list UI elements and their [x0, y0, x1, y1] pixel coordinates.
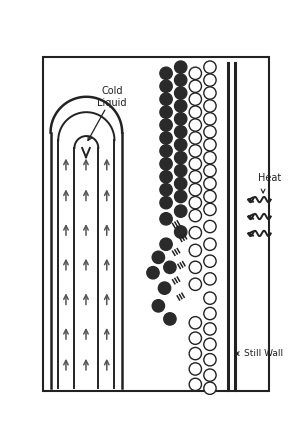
Circle shape	[189, 106, 201, 118]
Circle shape	[152, 251, 165, 263]
Circle shape	[174, 226, 187, 238]
Circle shape	[204, 100, 216, 112]
Circle shape	[189, 183, 201, 196]
Circle shape	[174, 100, 187, 112]
Circle shape	[204, 238, 216, 250]
Circle shape	[189, 67, 201, 79]
Circle shape	[174, 113, 187, 125]
Circle shape	[204, 139, 216, 151]
Circle shape	[204, 74, 216, 86]
Circle shape	[204, 61, 216, 73]
Circle shape	[160, 132, 172, 144]
Circle shape	[159, 282, 171, 294]
Circle shape	[160, 106, 172, 118]
Circle shape	[164, 261, 176, 274]
Circle shape	[204, 113, 216, 125]
Circle shape	[204, 87, 216, 99]
Circle shape	[174, 126, 187, 138]
Circle shape	[160, 213, 172, 225]
Circle shape	[204, 273, 216, 285]
Circle shape	[174, 190, 187, 202]
Circle shape	[189, 226, 201, 239]
Circle shape	[204, 255, 216, 267]
Circle shape	[189, 278, 201, 290]
Circle shape	[189, 363, 201, 375]
Circle shape	[189, 93, 201, 105]
Circle shape	[204, 190, 216, 202]
Circle shape	[204, 203, 216, 216]
Circle shape	[174, 151, 187, 164]
Circle shape	[189, 332, 201, 345]
Circle shape	[160, 67, 172, 79]
Circle shape	[189, 197, 201, 209]
Circle shape	[189, 158, 201, 170]
Circle shape	[160, 93, 172, 105]
Circle shape	[189, 170, 201, 183]
Circle shape	[204, 151, 216, 164]
Circle shape	[189, 210, 201, 222]
Circle shape	[164, 313, 176, 325]
Circle shape	[160, 197, 172, 209]
Circle shape	[204, 292, 216, 304]
Circle shape	[174, 61, 187, 73]
Circle shape	[147, 266, 159, 279]
Circle shape	[189, 244, 201, 257]
Circle shape	[189, 119, 201, 131]
Text: Heat: Heat	[258, 173, 281, 182]
Circle shape	[174, 87, 187, 99]
Circle shape	[174, 139, 187, 151]
Circle shape	[174, 178, 187, 190]
Circle shape	[174, 74, 187, 86]
Circle shape	[160, 158, 172, 170]
Circle shape	[204, 369, 216, 381]
Circle shape	[189, 317, 201, 329]
Circle shape	[160, 80, 172, 92]
Circle shape	[189, 145, 201, 157]
Circle shape	[160, 170, 172, 183]
Circle shape	[204, 220, 216, 233]
Circle shape	[204, 382, 216, 394]
Circle shape	[204, 307, 216, 320]
Circle shape	[189, 80, 201, 92]
Circle shape	[160, 183, 172, 196]
Text: Still Wall: Still Wall	[236, 349, 283, 358]
Circle shape	[160, 119, 172, 131]
Circle shape	[189, 347, 201, 360]
Circle shape	[189, 378, 201, 391]
Circle shape	[174, 205, 187, 217]
Circle shape	[204, 164, 216, 177]
Circle shape	[174, 164, 187, 177]
Circle shape	[160, 145, 172, 157]
Text: Cold
Liquid: Cold Liquid	[88, 86, 127, 140]
Circle shape	[204, 323, 216, 335]
Circle shape	[189, 261, 201, 274]
Circle shape	[204, 126, 216, 138]
Circle shape	[204, 353, 216, 366]
Circle shape	[189, 132, 201, 144]
Circle shape	[152, 300, 165, 312]
Circle shape	[204, 338, 216, 350]
Circle shape	[204, 178, 216, 190]
Circle shape	[160, 238, 172, 250]
